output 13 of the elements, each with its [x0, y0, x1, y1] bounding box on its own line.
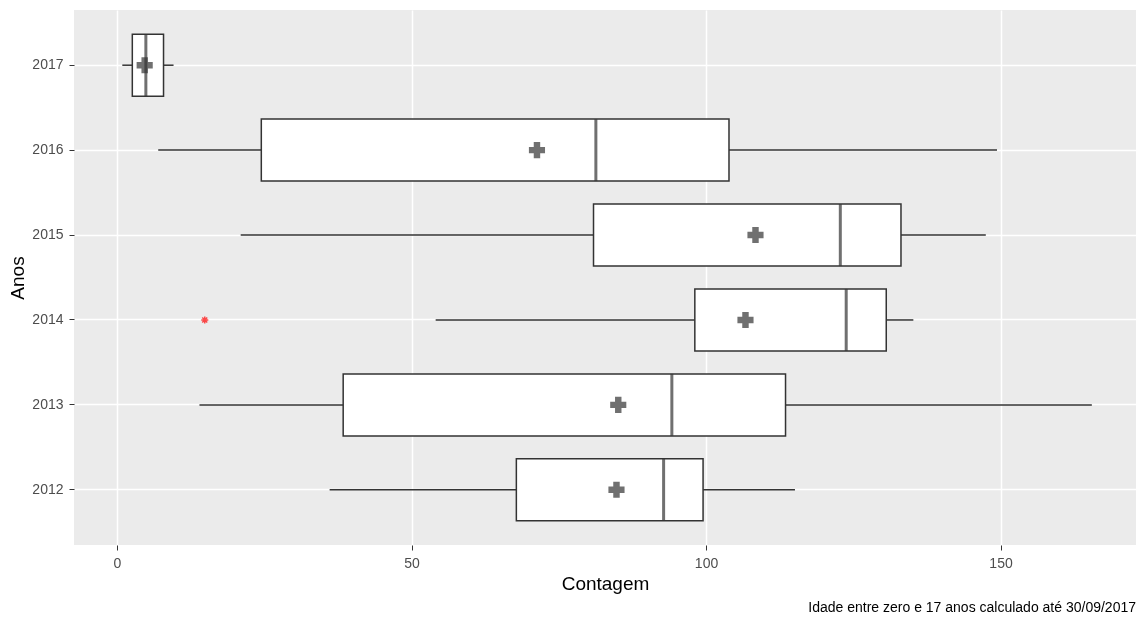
x-tick-label: 150	[989, 554, 1013, 571]
y-tick-label: 2017	[32, 56, 64, 73]
text: Idade entre zero e 17 anos calculado até 30/09/2017	[808, 599, 1137, 615]
y-tick-label: 2015	[32, 226, 64, 243]
y-tick-label: 2014	[32, 310, 64, 327]
x-tick-label: 100	[694, 554, 719, 571]
x-tick-label: 0	[113, 554, 122, 571]
y-tick-label: 2013	[32, 395, 64, 412]
x-axis-title: Contagem	[561, 572, 650, 594]
y-tick-label: 2016	[32, 141, 64, 158]
y-axis-title: Anos	[7, 256, 29, 300]
y-tick-label: 2012	[32, 480, 64, 497]
x-tick-label: 50	[404, 554, 420, 571]
